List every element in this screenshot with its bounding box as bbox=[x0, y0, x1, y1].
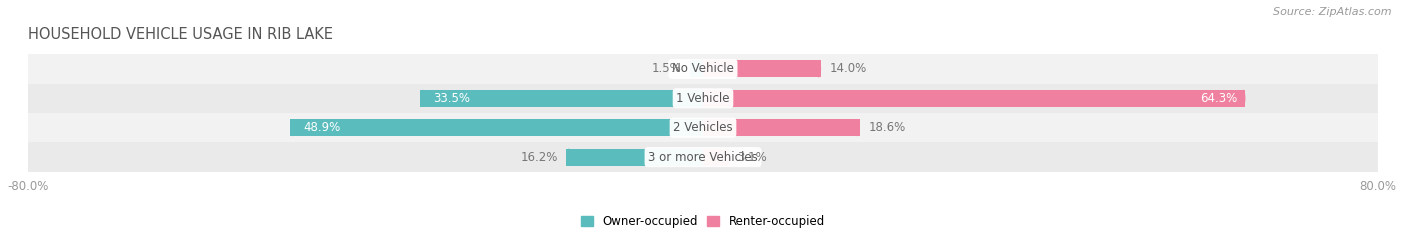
Bar bbox=[567, 149, 703, 166]
Bar bbox=[690, 60, 703, 77]
Text: 14.0%: 14.0% bbox=[830, 62, 866, 75]
Text: 3.1%: 3.1% bbox=[738, 151, 768, 164]
Bar bbox=[703, 149, 730, 166]
Circle shape bbox=[703, 149, 707, 166]
Text: 64.3%: 64.3% bbox=[1199, 92, 1237, 105]
Circle shape bbox=[703, 119, 707, 136]
Circle shape bbox=[703, 90, 707, 107]
Circle shape bbox=[690, 60, 695, 77]
Circle shape bbox=[703, 60, 707, 77]
Circle shape bbox=[699, 60, 703, 77]
Bar bbox=[703, 60, 821, 77]
Bar bbox=[703, 119, 860, 136]
Circle shape bbox=[855, 119, 860, 136]
Bar bbox=[703, 90, 1246, 107]
Text: No Vehicle: No Vehicle bbox=[672, 62, 734, 75]
Bar bbox=[28, 113, 1378, 142]
Circle shape bbox=[567, 149, 571, 166]
Text: 48.9%: 48.9% bbox=[304, 121, 340, 134]
Text: 18.6%: 18.6% bbox=[869, 121, 905, 134]
Circle shape bbox=[291, 119, 295, 136]
Bar bbox=[28, 142, 1378, 172]
Text: 16.2%: 16.2% bbox=[520, 151, 558, 164]
Circle shape bbox=[817, 60, 821, 77]
Bar bbox=[28, 54, 1378, 84]
Circle shape bbox=[699, 119, 703, 136]
Circle shape bbox=[699, 90, 703, 107]
Text: 3 or more Vehicles: 3 or more Vehicles bbox=[648, 151, 758, 164]
Circle shape bbox=[699, 149, 703, 166]
Text: 1.5%: 1.5% bbox=[652, 62, 682, 75]
Legend: Owner-occupied, Renter-occupied: Owner-occupied, Renter-occupied bbox=[576, 211, 830, 233]
Text: Source: ZipAtlas.com: Source: ZipAtlas.com bbox=[1274, 7, 1392, 17]
Text: HOUSEHOLD VEHICLE USAGE IN RIB LAKE: HOUSEHOLD VEHICLE USAGE IN RIB LAKE bbox=[28, 27, 333, 42]
Text: 33.5%: 33.5% bbox=[433, 92, 470, 105]
Bar bbox=[291, 119, 703, 136]
Circle shape bbox=[1240, 90, 1246, 107]
Bar bbox=[28, 84, 1378, 113]
Circle shape bbox=[420, 90, 425, 107]
Bar bbox=[420, 90, 703, 107]
Text: 1 Vehicle: 1 Vehicle bbox=[676, 92, 730, 105]
Text: 2 Vehicles: 2 Vehicles bbox=[673, 121, 733, 134]
Circle shape bbox=[724, 149, 730, 166]
